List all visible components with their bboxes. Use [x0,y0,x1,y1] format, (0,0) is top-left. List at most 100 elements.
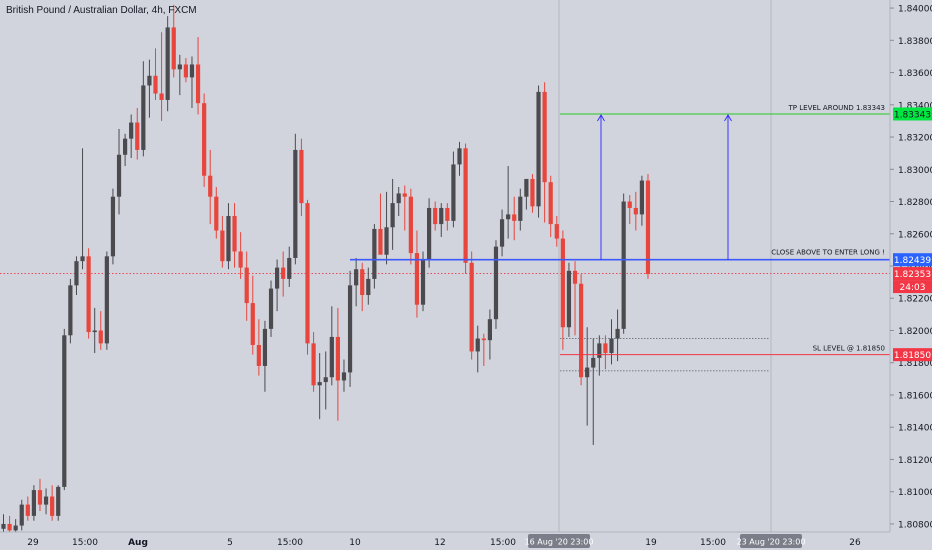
candle-body[interactable] [92,330,97,333]
candle-body[interactable] [463,148,468,263]
candle-body[interactable] [214,196,219,231]
candle-body[interactable] [25,504,30,516]
candle-body[interactable] [19,504,24,526]
candle-body[interactable] [579,283,584,378]
candle-body[interactable] [542,91,547,183]
candle-body[interactable] [226,216,231,262]
candle-body[interactable] [13,525,18,531]
candle-body[interactable] [341,372,347,381]
candle-body[interactable] [62,335,67,487]
candle-body[interactable] [171,27,176,70]
candle-body[interactable] [153,75,158,94]
candle-body[interactable] [268,288,274,329]
candle-body[interactable] [74,261,79,286]
candle-body[interactable] [98,330,103,344]
candle-body[interactable] [572,270,578,284]
candle-body[interactable] [372,228,377,279]
candle-body[interactable] [80,256,85,262]
candle-body[interactable] [451,164,456,221]
candle-body[interactable] [457,148,462,165]
candle-body[interactable] [347,285,353,373]
candle-body[interactable] [262,328,268,366]
candle-body[interactable] [129,122,134,139]
candle-body[interactable] [366,278,371,296]
candle-body[interactable] [469,262,474,352]
candle-body[interactable] [360,269,365,296]
candle-body[interactable] [281,267,286,279]
candle-body[interactable] [50,496,55,516]
candle-body[interactable] [445,207,450,221]
candle-body[interactable] [37,490,43,505]
candle-body[interactable] [512,214,517,221]
candle-body[interactable] [390,203,395,228]
candle-body[interactable] [487,319,492,341]
candle-body[interactable] [293,149,298,258]
candle-body[interactable] [433,207,438,225]
candle-body[interactable] [621,201,626,329]
candle-body[interactable] [244,267,249,304]
candle-body[interactable] [56,486,61,516]
candle-body[interactable] [402,193,407,197]
candle-body[interactable] [414,253,420,305]
candle-body[interactable] [609,338,614,354]
candle-body[interactable] [232,216,237,252]
candle-body[interactable] [159,93,164,100]
candle-body[interactable] [202,103,207,176]
candle-body[interactable] [548,182,553,225]
candle-body[interactable] [633,207,638,215]
candle-body[interactable] [591,357,596,368]
candle-body[interactable] [275,267,280,289]
candle-body[interactable] [615,328,620,339]
candle-body[interactable] [135,122,140,150]
candle-body[interactable] [420,259,426,305]
candle-body[interactable] [183,64,188,78]
candle-body[interactable] [524,178,529,197]
candle-body[interactable] [250,303,255,345]
candle-body[interactable] [317,382,322,386]
candle-body[interactable] [43,496,49,505]
candle-body[interactable] [566,270,572,328]
candle-body[interactable] [427,207,432,260]
candle-body[interactable] [195,64,201,104]
candle-body[interactable] [287,257,292,279]
candle-body[interactable] [560,238,565,328]
candle-body[interactable] [597,343,602,358]
candle-body[interactable] [408,196,413,254]
candle-body[interactable] [384,227,389,255]
candle-body[interactable] [481,338,486,341]
candle-body[interactable] [493,246,499,320]
candle-body[interactable] [396,193,401,204]
candle-body[interactable] [256,344,261,366]
candle-body[interactable] [68,285,73,336]
candle-body[interactable] [147,75,152,86]
candle-body[interactable] [627,201,632,208]
candle-body[interactable] [189,64,195,78]
candle-body[interactable] [335,336,340,381]
candle-body[interactable] [86,256,91,333]
candle-body[interactable] [323,377,328,383]
candle-body[interactable] [31,490,36,516]
candle-body[interactable] [299,149,304,204]
candle-body[interactable] [506,214,511,220]
candle-body[interactable] [177,64,182,70]
candle-body[interactable] [439,207,444,225]
candle-body[interactable] [354,269,359,286]
candle-body[interactable] [536,91,541,207]
candle-body[interactable] [141,85,146,150]
candle-body[interactable] [329,336,334,378]
candle-body[interactable] [208,175,213,197]
candle-body[interactable] [110,196,116,257]
candle-body[interactable] [305,203,310,344]
candle-body[interactable] [1,523,6,529]
candle-body[interactable] [603,343,608,354]
candle-body[interactable] [311,343,316,386]
candle-body[interactable] [518,196,523,221]
candle-body[interactable] [7,523,12,531]
candle-body[interactable] [104,256,109,344]
candle-body[interactable] [378,228,383,255]
candle-body[interactable] [165,27,170,100]
candle-body[interactable] [554,224,559,239]
candle-body[interactable] [220,230,225,262]
candle-body[interactable] [585,367,590,378]
